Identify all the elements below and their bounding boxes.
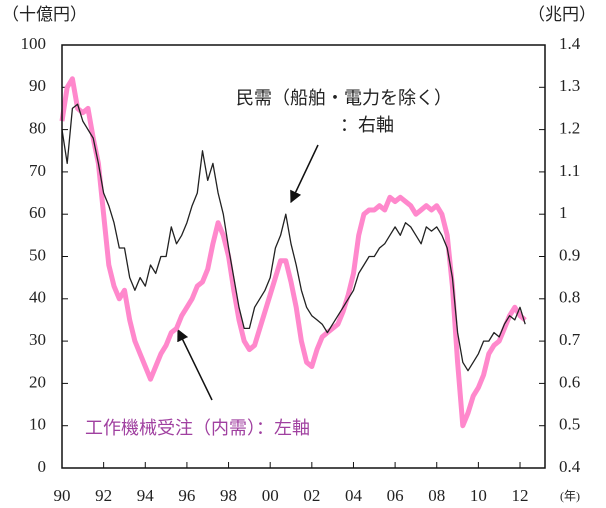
y2-axis-title: （兆円） (528, 5, 596, 24)
x-tick-label: 04 (345, 486, 363, 505)
y-tick-label: 10 (29, 415, 46, 434)
y-tick-label: 80 (29, 119, 46, 138)
annotation: 工作機械受注（内需）：左軸 (85, 418, 310, 438)
annotation: 民需（船舶・電力を除く） (236, 88, 452, 108)
y2-tick-label: 1.3 (559, 76, 580, 95)
y2-tick-label: 0.9 (559, 245, 580, 264)
y-tick-label: 70 (29, 161, 46, 180)
y2-tick-label: 1.1 (559, 161, 580, 180)
series-line (59, 76, 527, 429)
x-tick-label: 98 (220, 486, 237, 505)
y-tick-label: 60 (29, 203, 46, 222)
y2-tick-label: 0.4 (559, 457, 581, 476)
x-tick-label: 02 (303, 486, 320, 505)
y-tick-label: 90 (29, 76, 46, 95)
y2-tick-label: 0.8 (559, 288, 580, 307)
y-tick-label: 20 (29, 372, 46, 391)
y2-tick-label: 1.2 (559, 119, 580, 138)
y-tick-label: 30 (29, 330, 46, 349)
x-tick-label: 12 (512, 486, 529, 505)
y2-tick-label: 0.7 (559, 330, 581, 349)
x-tick-label: 90 (54, 486, 71, 505)
y2-tick-label: 0.5 (559, 415, 580, 434)
y-axis-title: （十億円） (2, 5, 87, 24)
x-tick-label: 00 (262, 486, 279, 505)
arrow (290, 144, 319, 204)
y2-tick-label: 0.6 (559, 372, 580, 391)
plot-frame (61, 44, 546, 469)
y2-tick-label: 1.4 (559, 34, 581, 53)
y2-tick-label: 1 (559, 203, 568, 222)
annotation: ：右軸 (340, 115, 394, 135)
x-tick-label: 94 (137, 486, 155, 505)
x-tick-label: 10 (470, 486, 487, 505)
x-tick-label: 96 (178, 486, 195, 505)
arrow (177, 328, 213, 401)
y-tick-label: 40 (29, 288, 46, 307)
y-tick-label: 0 (38, 457, 47, 476)
x-tick-label: 08 (428, 486, 445, 505)
x-tick-label: 92 (95, 486, 112, 505)
x-tick-label: 06 (387, 486, 404, 505)
y-tick-label: 100 (21, 34, 47, 53)
series-line (61, 103, 526, 372)
x-unit: (年) (560, 489, 580, 503)
y-tick-label: 50 (29, 245, 46, 264)
